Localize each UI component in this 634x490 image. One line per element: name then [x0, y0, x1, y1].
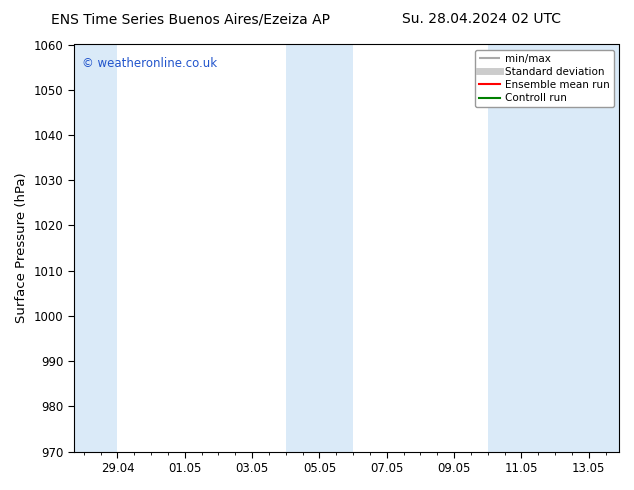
Bar	[74, 45, 117, 452]
Bar	[286, 45, 353, 452]
Legend: min/max, Standard deviation, Ensemble mean run, Controll run: min/max, Standard deviation, Ensemble me…	[475, 49, 614, 107]
Y-axis label: Surface Pressure (hPa): Surface Pressure (hPa)	[15, 173, 28, 323]
Text: ENS Time Series Buenos Aires/Ezeiza AP: ENS Time Series Buenos Aires/Ezeiza AP	[51, 12, 330, 26]
Bar	[488, 45, 619, 452]
Text: © weatheronline.co.uk: © weatheronline.co.uk	[82, 57, 217, 70]
Text: Su. 28.04.2024 02 UTC: Su. 28.04.2024 02 UTC	[403, 12, 561, 26]
